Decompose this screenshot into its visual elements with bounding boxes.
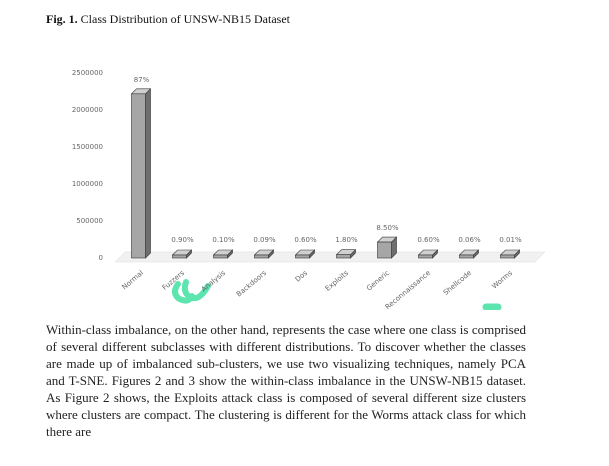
caption-text: Class Distribution of UNSW-NB15 Dataset <box>80 12 290 26</box>
bar <box>213 254 228 259</box>
x-tick-label: Analysis <box>200 269 228 294</box>
x-tick-label: Dos <box>294 269 310 284</box>
x-tick-label: Reconnaissance <box>384 269 432 310</box>
x-tick-label: Backdoors <box>235 269 268 299</box>
share-label: 0.01% <box>499 236 522 244</box>
y-tick-label: 1000000 <box>72 180 103 188</box>
share-label: 0.10% <box>212 236 235 244</box>
share-label: 0.60% <box>417 236 440 244</box>
x-tick-label: Shellcode <box>442 269 473 297</box>
share-label: 8.50% <box>376 224 399 232</box>
x-tick-label: Generic <box>365 269 391 293</box>
bar <box>172 254 187 259</box>
share-label: 87% <box>134 76 150 84</box>
bar <box>295 254 310 259</box>
figure-caption: Fig. 1. Class Distribution of UNSW-NB15 … <box>46 12 290 27</box>
chart: 0 500000 1000000 1500000 2000000 2500000 Norma… <box>72 69 546 310</box>
figure-label: Fig. 1. <box>46 12 78 26</box>
bar <box>377 241 392 259</box>
x-tick-label: Exploits <box>324 269 351 293</box>
bar <box>459 254 474 259</box>
bar <box>336 254 351 259</box>
y-tick-label: 500000 <box>76 217 103 225</box>
bar <box>254 254 269 259</box>
y-tick-label: 2500000 <box>72 69 103 77</box>
x-tick-label: Worms <box>491 269 515 291</box>
x-tick-label: Normal <box>121 269 146 291</box>
share-label: 0.60% <box>294 236 317 244</box>
bar <box>418 254 433 259</box>
bar <box>131 93 146 259</box>
highlight-mark <box>172 279 211 304</box>
body-paragraph: Within-class imbalance, on the other han… <box>46 322 526 439</box>
y-tick-label: 1500000 <box>72 143 103 151</box>
share-label: 0.90% <box>171 236 194 244</box>
bar <box>500 254 515 259</box>
y-tick-label: 2000000 <box>72 106 103 114</box>
share-label: 1.80% <box>335 236 358 244</box>
y-tick-label: 0 <box>99 254 103 262</box>
bar-side <box>145 88 151 259</box>
share-label: 0.09% <box>253 236 276 244</box>
share-label: 0.06% <box>458 236 481 244</box>
